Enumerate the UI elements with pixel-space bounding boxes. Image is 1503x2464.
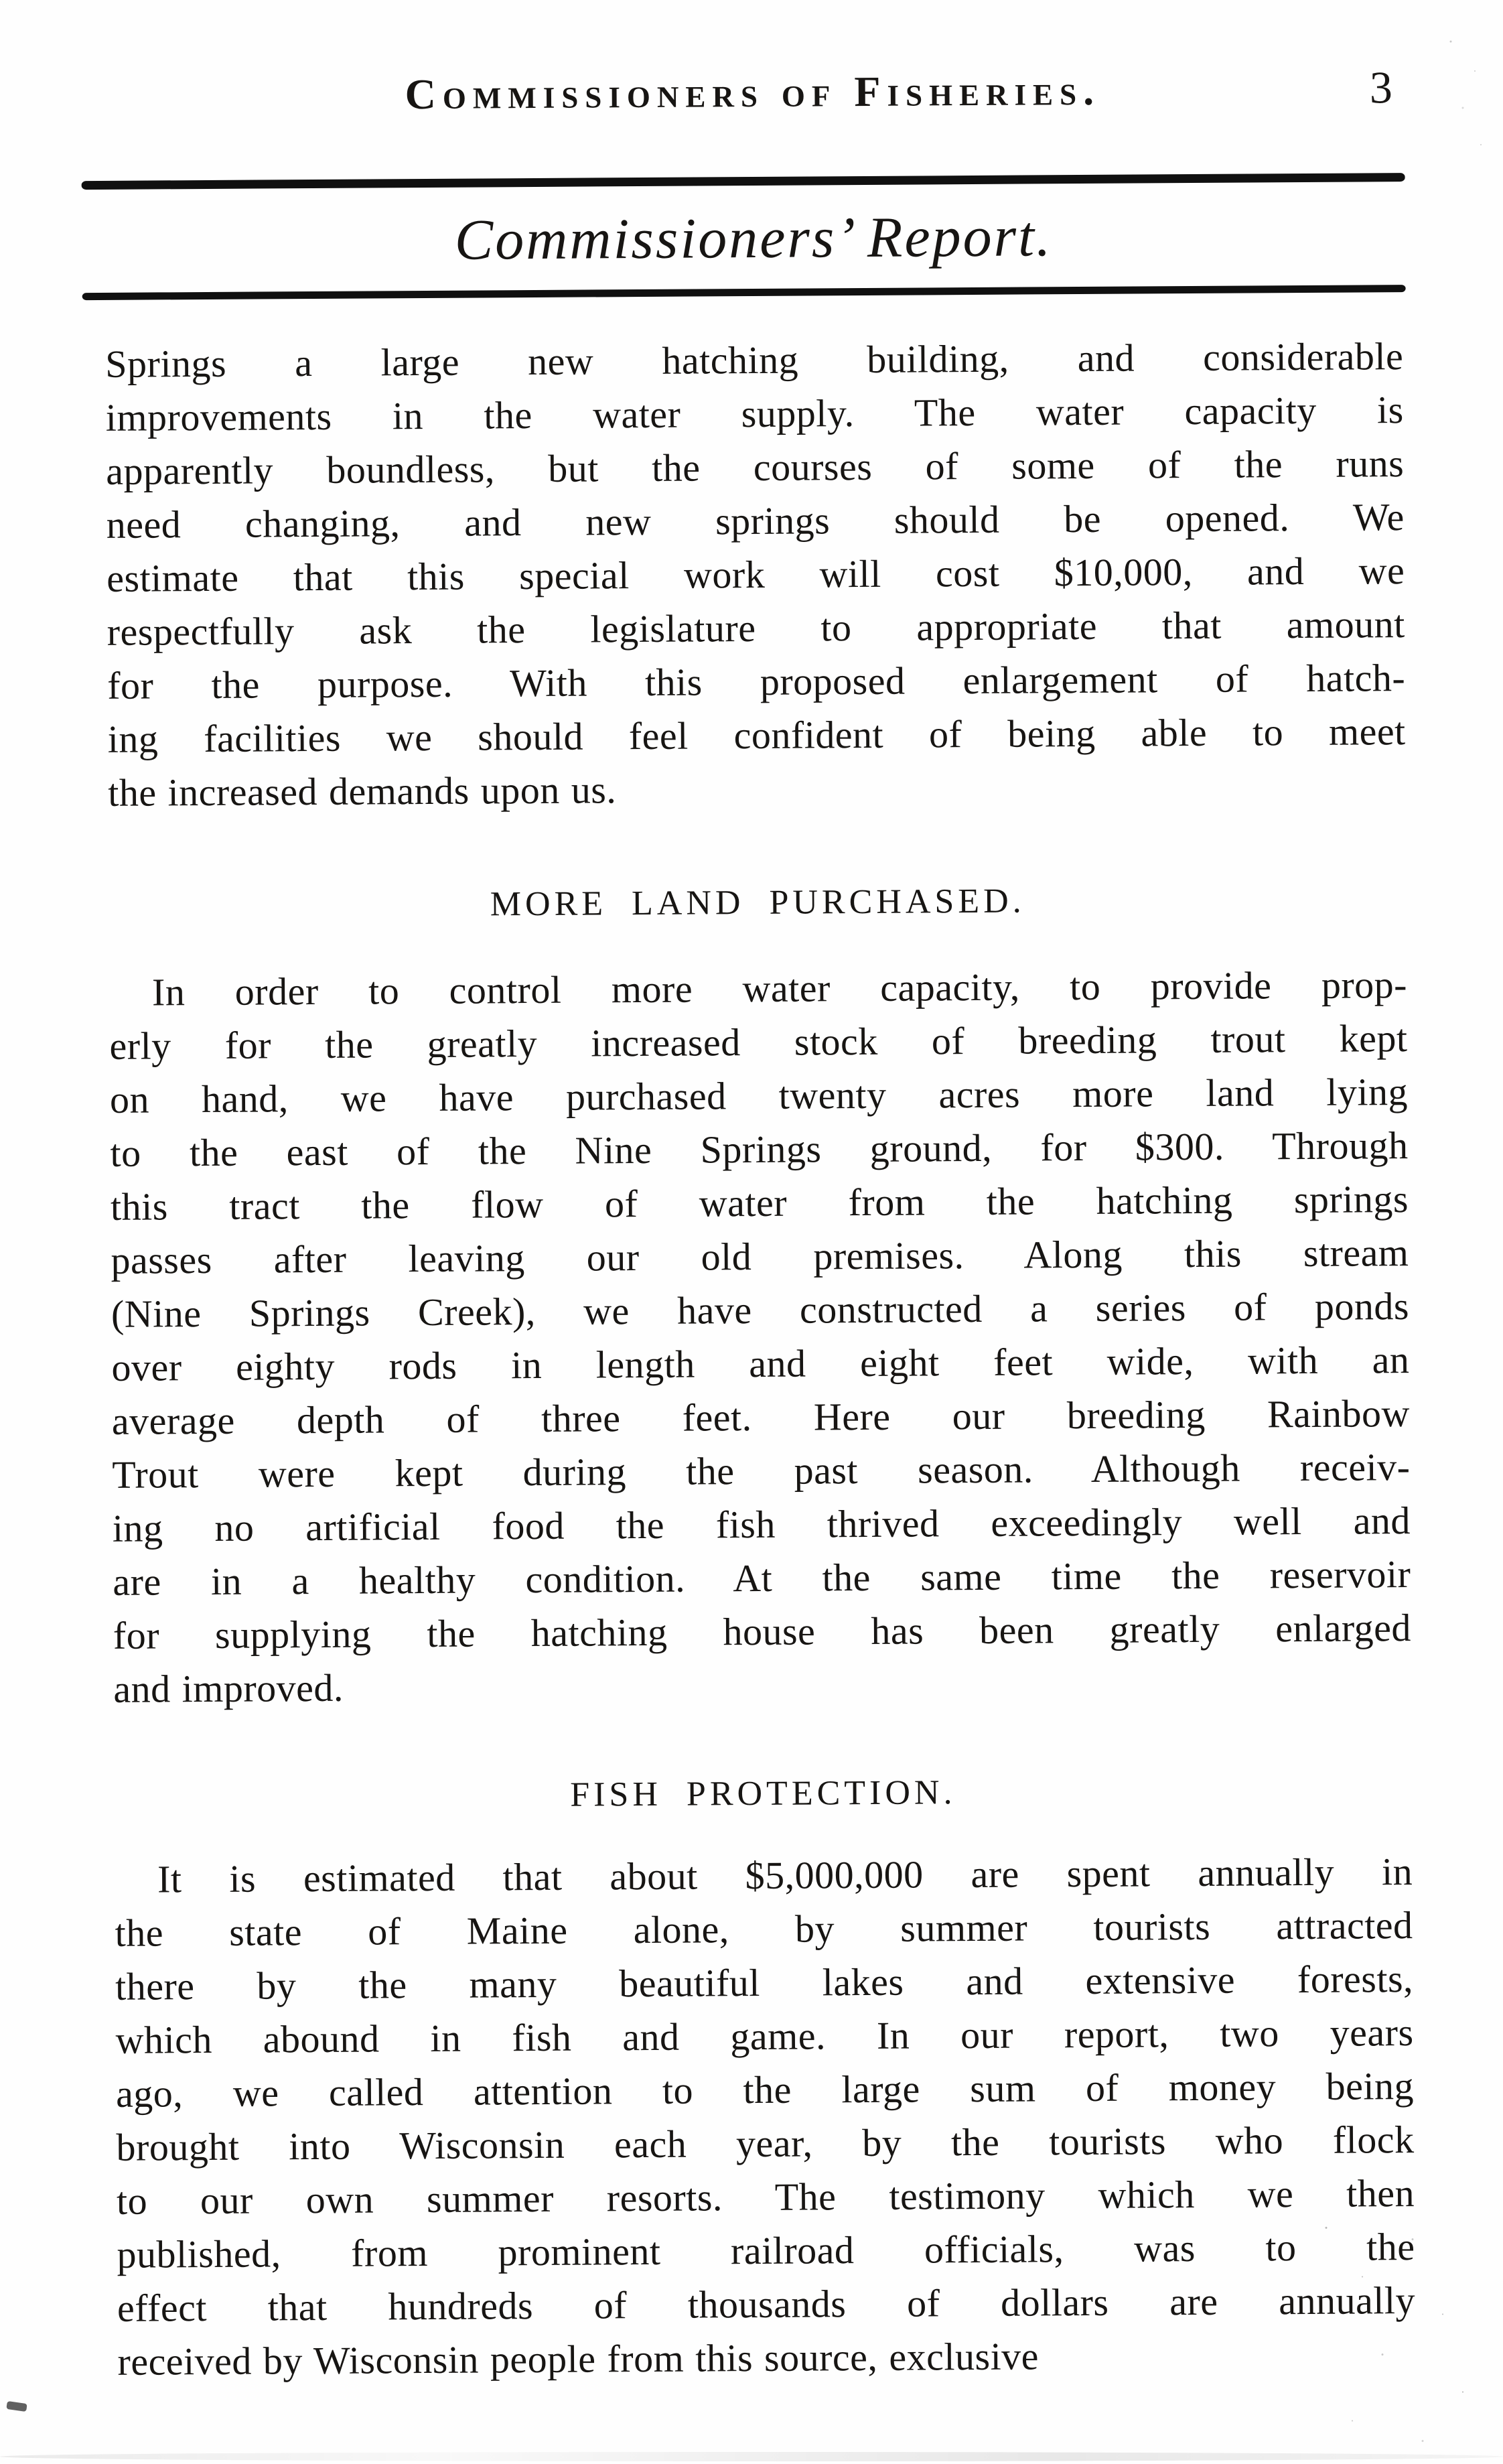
text-line: estimate that this special work will cos…	[106, 549, 1405, 600]
text-line: are in a healthy condition. At the same …	[113, 1552, 1411, 1604]
scan-speck	[6, 2400, 27, 2412]
text-line: published, from prominent railroad offic…	[117, 2225, 1415, 2276]
text-line: passes after leaving our old premises. A…	[111, 1231, 1409, 1282]
section-heading: FISH PROTECTION.	[570, 1773, 956, 1814]
text-line: which abound in fish and game. In our re…	[115, 2010, 1414, 2062]
page-number: 3	[1369, 62, 1393, 113]
text-line: for supplying the hatching house has bee…	[113, 1606, 1412, 1657]
text-line: the state of Maine alone, by summer tour…	[115, 1903, 1413, 1955]
text-line: ing no artificial food the fish thrived …	[112, 1499, 1411, 1550]
section-intro: Springs a large new hatching building, a…	[105, 330, 1406, 820]
text-line: for the purpose. With this proposed enla…	[107, 656, 1406, 707]
text-line: Springs a large new hatching building, a…	[105, 334, 1404, 386]
horizontal-rule-under-title	[82, 285, 1406, 301]
page-content: Commissioners of Fisheries. 3 Commission…	[81, 0, 1416, 2389]
text-line: erly for the greatly increased stock of …	[109, 1016, 1408, 1068]
text-line: this tract the flow of water from the ha…	[110, 1177, 1409, 1229]
running-header: Commissioners of Fisheries. 3	[104, 60, 1402, 125]
scan-edge-band	[0, 2452, 1503, 2461]
text-line: ing facilities we should feel confident …	[107, 709, 1406, 761]
text-line: average depth of three feet. Here our br…	[111, 1391, 1411, 1443]
text-line: apparently boundless, but the courses of…	[106, 441, 1405, 493]
paragraph: In order to control more water capacity,…	[109, 958, 1412, 1716]
text-line: It is estimated that about $5,000,000 ar…	[157, 1850, 1413, 1901]
text-line: need changing, and new springs should be…	[106, 495, 1405, 547]
text-line: Trout were kept during the past season. …	[112, 1445, 1411, 1497]
text-line: ago, we called attention to the large su…	[115, 2064, 1415, 2116]
section-heading: MORE LAND PURCHASED.	[490, 882, 1025, 924]
horizontal-rule-top	[81, 173, 1405, 190]
running-header-title: Commissioners of Fisheries.	[405, 66, 1101, 119]
section-more-land-purchased: MORE LAND PURCHASED. In order to control…	[109, 879, 1412, 1716]
text-line: over eighty rods in length and eight fee…	[111, 1338, 1410, 1389]
text-line: on hand, we have purchased twenty acres …	[109, 1070, 1409, 1121]
text-line: to our own summer resorts. The testimony…	[116, 2171, 1415, 2223]
paragraph: It is estimated that about $5,000,000 ar…	[115, 1845, 1416, 2389]
text-line: brought into Wisconsin each year, by the…	[116, 2118, 1415, 2169]
document-title: Commissioners’ Report.	[454, 204, 1053, 272]
text-line: the increased demands upon us.	[108, 768, 617, 815]
text-line: received by Wisconsin people from this s…	[117, 2334, 1040, 2384]
text-line: there by the many beautiful lakes and ex…	[115, 1957, 1414, 2008]
paragraph: Springs a large new hatching building, a…	[105, 330, 1406, 820]
text-line: improvements in the water supply. The wa…	[105, 388, 1404, 439]
scan-smudge	[1439, 27, 1499, 174]
text-line: effect that hundreds of thousands of dol…	[117, 2278, 1416, 2330]
text-line: respectfully ask the legislature to appr…	[106, 602, 1405, 654]
text-line: (Nine Springs Creek), we have constructe…	[111, 1284, 1410, 1336]
text-line: and improved.	[113, 1665, 344, 1711]
section-fish-protection: FISH PROTECTION. It is estimated that ab…	[114, 1770, 1416, 2389]
text-line: In order to control more water capacity,…	[151, 963, 1408, 1014]
text-line: to the east of the Nine Springs ground, …	[110, 1123, 1409, 1175]
